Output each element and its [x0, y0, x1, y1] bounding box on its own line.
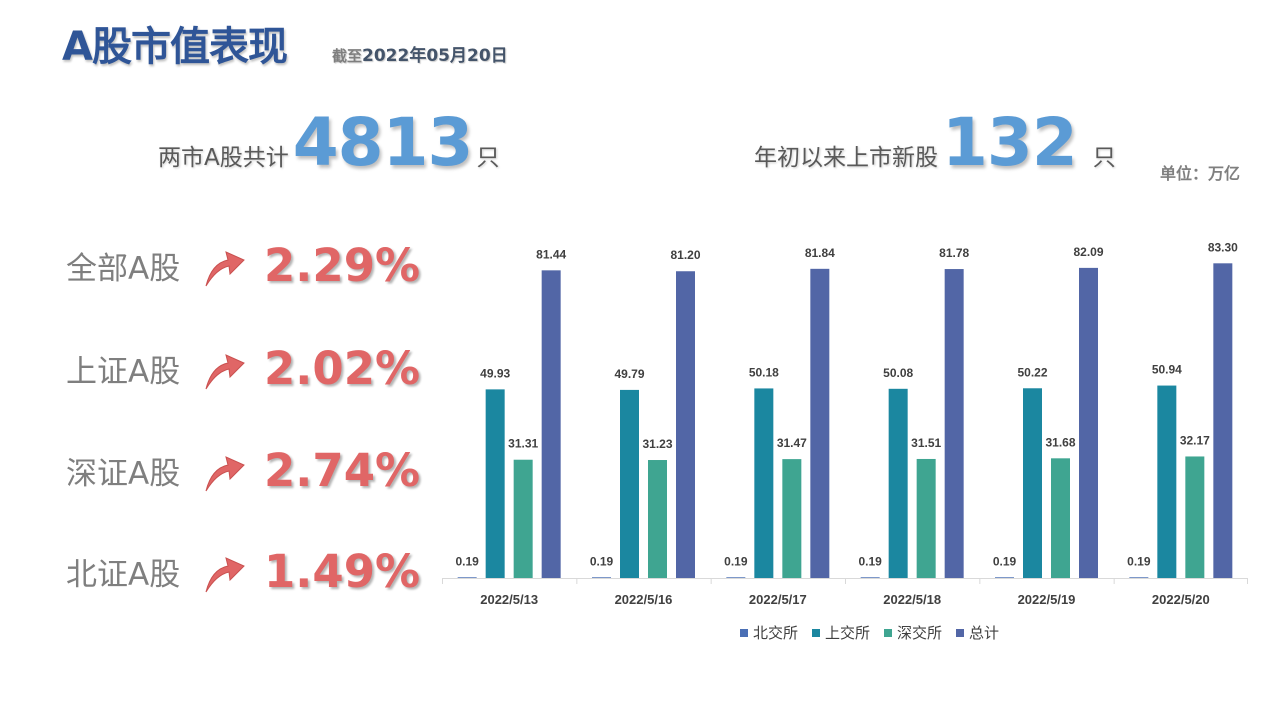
bar	[1079, 267, 1098, 578]
date-value: 2022年05月20日	[362, 46, 508, 66]
index-name: 全部A股	[66, 250, 181, 287]
bar	[888, 388, 908, 578]
data-label: 49.93	[480, 366, 510, 380]
bar	[648, 460, 667, 578]
new-listings-unit: 只	[1092, 145, 1116, 171]
up-arrow-icon	[205, 557, 245, 593]
date-subtitle: 截至2022年05月20日	[332, 41, 508, 66]
bar	[782, 459, 802, 578]
data-label: 50.08	[883, 366, 913, 380]
bar	[944, 269, 964, 578]
x-tick-label: 2022/5/19	[1018, 592, 1076, 607]
index-name: 深证A股	[66, 455, 181, 492]
legend-swatch	[740, 628, 748, 637]
data-label: 31.23	[642, 437, 672, 451]
x-tick-label: 2022/5/17	[749, 592, 807, 607]
data-label: 81.20	[670, 248, 700, 262]
index-change: 2.02%	[264, 341, 421, 395]
index-name: 上证A股	[66, 353, 181, 390]
bar	[860, 577, 880, 578]
legend-label: 北交所	[753, 624, 799, 642]
legend-swatch	[956, 628, 965, 637]
data-label: 81.84	[805, 246, 835, 260]
index-row-bj: 北证A股 1.49%	[66, 541, 426, 601]
bar	[592, 577, 611, 578]
data-label: 31.51	[911, 436, 941, 450]
data-label: 50.94	[1152, 363, 1182, 377]
legend-item: 深交所	[884, 622, 942, 643]
legend-label: 总计	[969, 624, 1000, 642]
legend-item: 北交所	[740, 622, 798, 643]
data-label: 31.47	[777, 436, 807, 450]
data-label: 0.19	[590, 554, 614, 568]
data-label: 0.19	[455, 554, 479, 568]
index-change: 1.49%	[264, 544, 421, 598]
x-tick-label: 2022/5/18	[883, 592, 941, 607]
bar	[1129, 577, 1149, 578]
bar	[810, 268, 830, 578]
bar	[457, 577, 477, 578]
bar	[485, 389, 505, 578]
total-stocks-unit: 只	[476, 145, 500, 171]
legend-swatch	[884, 628, 893, 637]
total-stocks-value: 4813	[292, 104, 474, 181]
data-label: 31.31	[508, 437, 538, 451]
data-label: 81.78	[939, 246, 969, 260]
bar	[995, 577, 1014, 578]
data-label: 49.79	[614, 367, 644, 381]
x-tick-label: 2022/5/16	[615, 592, 673, 607]
new-listings-label: 年初以来上市新股	[754, 145, 938, 171]
legend-item: 上交所	[812, 622, 870, 643]
index-change: 2.29%	[264, 238, 421, 292]
bar	[541, 270, 561, 578]
data-label: 81.44	[536, 247, 566, 261]
data-label: 0.19	[858, 554, 882, 568]
total-stocks-label: 两市A股共计	[158, 145, 289, 171]
index-row-sh: 上证A股 2.02%	[66, 338, 426, 398]
market-cap-bar-chart: 2022/5/13 0.19 49.93 31.31 81.44 2022/5/16 0.1…	[442, 240, 1248, 607]
bar	[620, 389, 639, 578]
legend-swatch	[812, 628, 821, 637]
bar	[726, 577, 746, 578]
bar	[513, 459, 533, 578]
up-arrow-icon	[205, 456, 245, 492]
data-label: 50.18	[749, 365, 779, 379]
index-row-sz: 深证A股 2.74%	[66, 440, 426, 500]
legend-label: 深交所	[897, 624, 943, 642]
data-label: 50.22	[1017, 365, 1047, 379]
data-label: 32.17	[1180, 433, 1210, 447]
x-tick-label: 2022/5/20	[1152, 592, 1210, 607]
bar	[1185, 456, 1205, 578]
date-prefix: 截至	[332, 47, 363, 65]
bar	[1157, 385, 1177, 578]
x-tick-label: 2022/5/13	[480, 592, 538, 607]
bar	[1023, 388, 1042, 578]
up-arrow-icon	[205, 354, 245, 390]
bar	[916, 458, 936, 578]
page-title: A股市值表现	[62, 24, 288, 70]
index-row-all: 全部A股 2.29%	[66, 235, 426, 295]
index-name: 北证A股	[66, 556, 181, 593]
data-label: 83.30	[1208, 240, 1238, 254]
data-label: 0.19	[1127, 554, 1151, 568]
new-listings-stat: 年初以来上市新股 132 只	[754, 104, 1116, 181]
data-label: 82.09	[1073, 245, 1103, 259]
data-label: 0.19	[724, 554, 748, 568]
up-arrow-icon	[205, 251, 245, 287]
legend-label: 上交所	[825, 624, 871, 642]
bar	[754, 388, 774, 578]
total-stocks-stat: 两市A股共计 4813 只	[158, 104, 499, 181]
chart-legend: 北交所 上交所 深交所 总计	[740, 622, 999, 643]
bar	[676, 271, 695, 578]
index-change: 2.74%	[264, 443, 421, 497]
bar	[1051, 458, 1070, 578]
new-listings-value: 132	[942, 104, 1078, 181]
bar	[1213, 263, 1233, 578]
unit-note: 单位：万亿	[1160, 164, 1241, 183]
data-label: 0.19	[993, 554, 1017, 568]
legend-item: 总计	[956, 622, 999, 643]
data-label: 31.68	[1045, 435, 1075, 449]
